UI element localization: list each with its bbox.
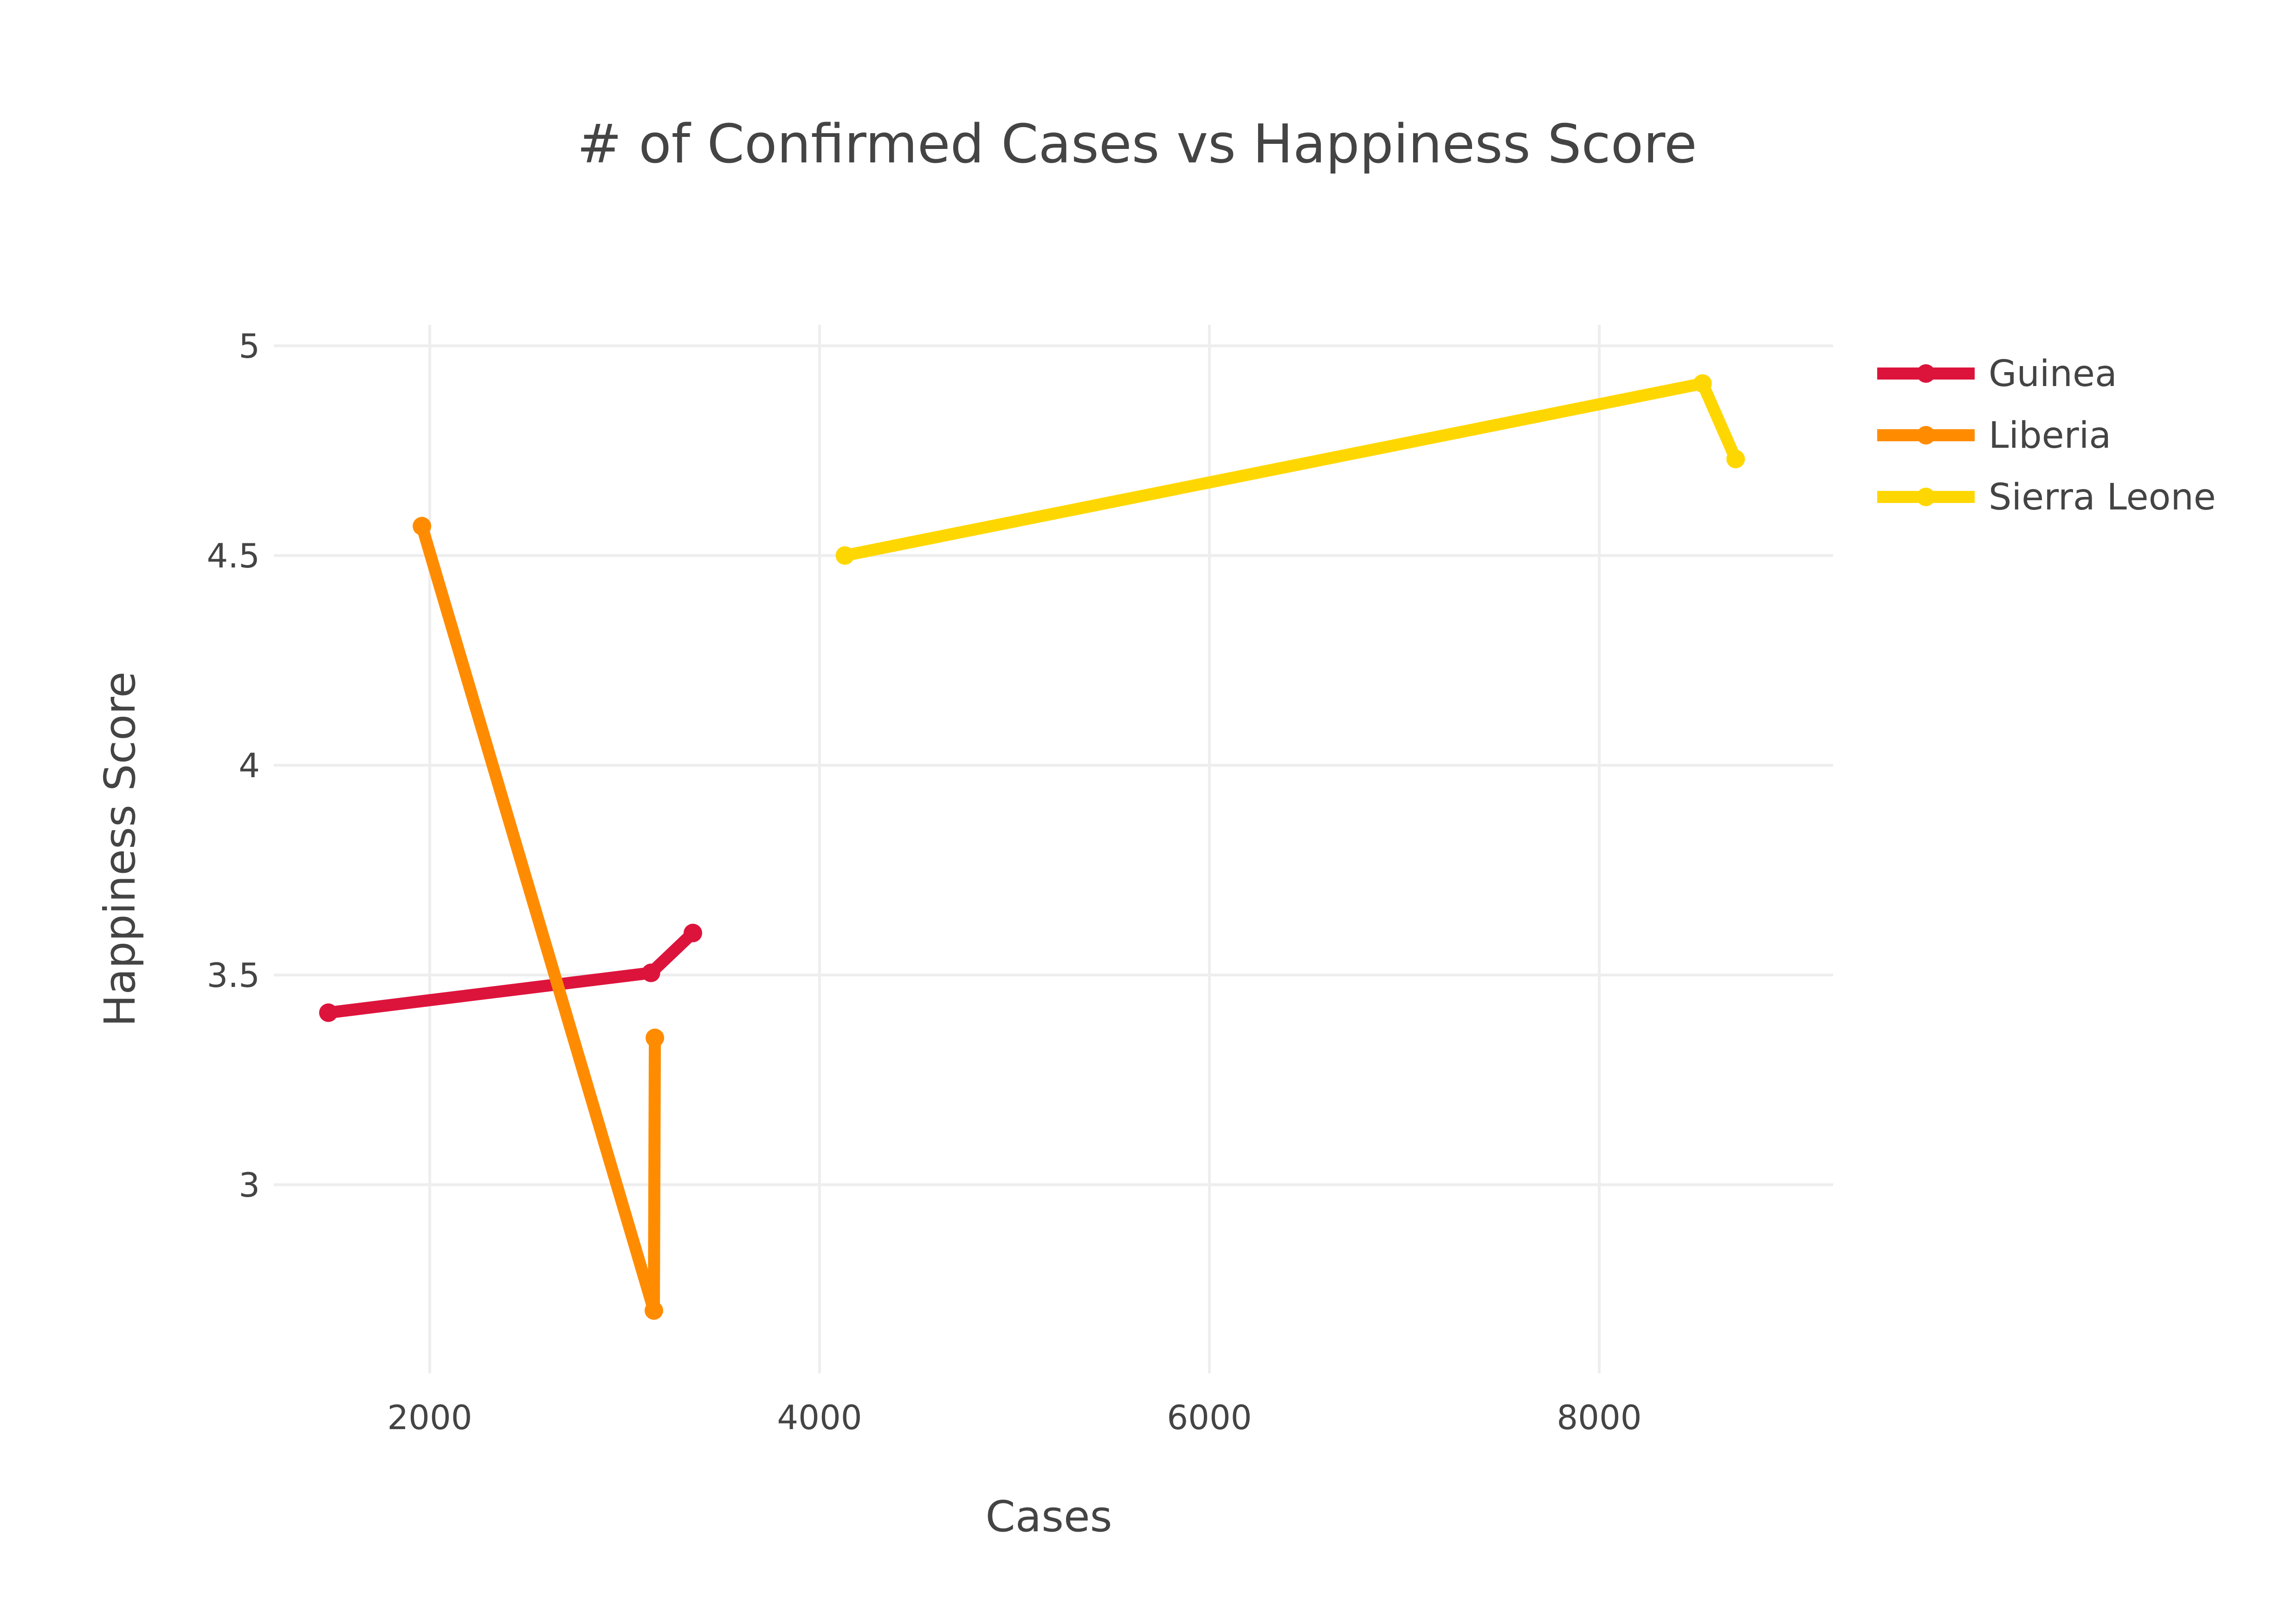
data-point-guinea[interactable] [641, 963, 660, 982]
x-tick-label: 2000 [387, 1398, 472, 1437]
y-tick-label: 5 [239, 327, 260, 366]
y-axis-title: Happiness Score [95, 671, 145, 1027]
y-tick-label: 3.5 [207, 956, 260, 995]
y-tick-labels: 3 3.5 4 4.5 5 [207, 327, 260, 1205]
data-point-sierra-leone[interactable] [1693, 374, 1712, 393]
x-tick-label: 4000 [777, 1398, 862, 1437]
y-gridlines [274, 344, 1833, 1186]
data-point-sierra-leone[interactable] [835, 546, 854, 565]
legend-swatch-marker [1917, 364, 1935, 383]
x-tick-label: 6000 [1167, 1398, 1252, 1437]
legend-label: Guinea [1989, 353, 2117, 395]
data-point-liberia[interactable] [646, 1028, 665, 1047]
series-guinea [319, 923, 702, 1022]
x-tick-labels: 2000 4000 6000 8000 [387, 1398, 1641, 1437]
legend-label: Sierra Leone [1989, 477, 2216, 518]
data-point-guinea[interactable] [319, 1003, 338, 1022]
x-axis-title: Cases [985, 1492, 1112, 1541]
legend-swatch-marker [1917, 426, 1935, 445]
legend-item-liberia[interactable]: Liberia [1877, 415, 2111, 457]
series-sierra-leone [835, 374, 1745, 565]
legend[interactable]: Guinea Liberia Sierra Leone [1877, 353, 2216, 518]
data-point-liberia[interactable] [413, 516, 432, 535]
series-layer [319, 374, 1745, 1320]
series-liberia [413, 516, 665, 1320]
chart-title: # of Confirmed Cases vs Happiness Score [577, 113, 1697, 175]
legend-item-guinea[interactable]: Guinea [1877, 353, 2117, 395]
data-point-guinea[interactable] [684, 923, 702, 942]
legend-swatch-marker [1917, 488, 1935, 506]
data-point-liberia[interactable] [645, 1301, 663, 1320]
y-tick-label: 3 [239, 1166, 260, 1205]
legend-item-sierra-leone[interactable]: Sierra Leone [1877, 477, 2216, 518]
x-tick-label: 8000 [1557, 1398, 1641, 1437]
data-point-sierra-leone[interactable] [1726, 450, 1745, 469]
y-tick-label: 4 [239, 746, 260, 785]
legend-label: Liberia [1989, 415, 2111, 457]
x-gridlines [428, 325, 1601, 1373]
y-tick-label: 4.5 [207, 536, 260, 575]
